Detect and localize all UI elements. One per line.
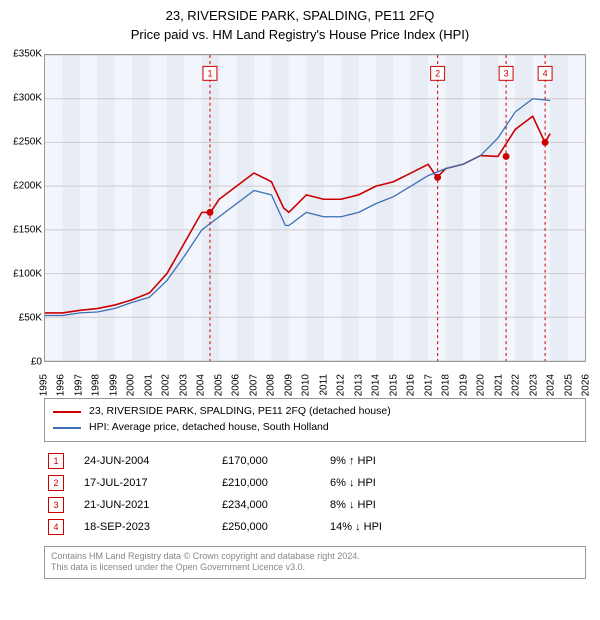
legend: 23, RIVERSIDE PARK, SPALDING, PE11 2FQ (… [44,398,586,442]
event-row: 4 18-SEP-2023£250,00014% ↓ HPI [44,516,586,538]
event-row: 1 24-JUN-2004£170,0009% ↑ HPI [44,450,586,472]
event-badge: 4 [48,519,64,535]
legend-swatch [53,427,81,429]
event-id-cell: 3 [44,494,80,516]
x-tick-label: 2003 [178,374,189,396]
svg-text:3: 3 [504,68,509,78]
event-badge: 2 [48,475,64,491]
event-badge: 1 [48,453,64,469]
legend-item: 23, RIVERSIDE PARK, SPALDING, PE11 2FQ (… [53,404,577,420]
x-tick-label: 2010 [301,374,312,396]
y-tick-label: £350K [2,49,42,60]
x-tick-label: 2000 [126,374,137,396]
x-tick-label: 2002 [161,374,172,396]
legend-swatch [53,411,81,413]
x-tick-label: 2011 [318,374,329,396]
x-tick-label: 1996 [56,374,67,396]
x-tick-label: 2006 [231,374,242,396]
attribution-line2: This data is licensed under the Open Gov… [51,562,579,574]
event-row: 3 21-JUN-2021£234,0008% ↓ HPI [44,494,586,516]
title-block: 23, RIVERSIDE PARK, SPALDING, PE11 2FQ P… [0,0,600,42]
x-tick-label: 2019 [458,374,469,396]
event-delta: 8% ↓ HPI [326,494,586,516]
event-price: £170,000 [218,450,326,472]
page-subtitle: Price paid vs. HM Land Registry's House … [0,27,600,42]
x-tick-label: 2005 [213,374,224,396]
x-tick-label: 2008 [266,374,277,396]
x-tick-label: 2007 [248,374,259,396]
attribution: Contains HM Land Registry data © Crown c… [44,546,586,579]
x-tick-label: 2015 [388,374,399,396]
x-tick-label: 2020 [476,374,487,396]
x-tick-label: 2009 [283,374,294,396]
y-tick-label: £300K [2,93,42,104]
legend-label: HPI: Average price, detached house, Sout… [89,420,329,436]
arrow-down-icon: ↓ [355,521,361,533]
page-address-title: 23, RIVERSIDE PARK, SPALDING, PE11 2FQ [0,8,600,23]
x-tick-label: 2014 [371,374,382,396]
event-delta: 6% ↓ HPI [326,472,586,494]
x-tick-label: 1999 [108,374,119,396]
y-tick-label: £200K [2,181,42,192]
svg-text:1: 1 [207,68,212,78]
chart-area: 1234 £0£50K£100K£150K£200K£250K£300K£350… [44,54,586,390]
event-date: 24-JUN-2004 [80,450,218,472]
arrow-down-icon: ↓ [349,477,355,489]
x-tick-label: 2022 [511,374,522,396]
event-id-cell: 2 [44,472,80,494]
x-tick-label: 2025 [563,374,574,396]
y-tick-label: £150K [2,225,42,236]
x-tick-label: 2016 [406,374,417,396]
chart-svg: 1 2 3 4 [45,55,585,361]
x-tick-label: 2024 [546,374,557,396]
legend-label: 23, RIVERSIDE PARK, SPALDING, PE11 2FQ (… [89,404,391,420]
event-date: 21-JUN-2021 [80,494,218,516]
x-tick-label: 2004 [196,374,207,396]
x-tick-label: 2021 [493,374,504,396]
event-badge: 3 [48,497,64,513]
arrow-down-icon: ↓ [349,499,355,511]
x-tick-label: 2026 [581,374,592,396]
event-id-cell: 4 [44,516,80,538]
x-tick-label: 2018 [441,374,452,396]
event-date: 17-JUL-2017 [80,472,218,494]
svg-text:4: 4 [543,68,548,78]
event-id-cell: 1 [44,450,80,472]
event-price: £234,000 [218,494,326,516]
event-delta: 9% ↑ HPI [326,450,586,472]
x-tick-label: 2013 [353,374,364,396]
x-tick-label: 2001 [143,374,154,396]
x-tick-label: 1997 [73,374,84,396]
event-price: £210,000 [218,472,326,494]
event-date: 18-SEP-2023 [80,516,218,538]
arrow-up-icon: ↑ [349,455,355,467]
chart-plot: 1 2 3 4 [44,54,586,362]
y-tick-label: £250K [2,137,42,148]
legend-item: HPI: Average price, detached house, Sout… [53,420,577,436]
y-tick-label: £100K [2,269,42,280]
x-tick-label: 2012 [336,374,347,396]
y-tick-label: £0 [2,357,42,368]
x-tick-label: 1995 [39,374,50,396]
event-delta: 14% ↓ HPI [326,516,586,538]
x-tick-label: 2023 [528,374,539,396]
x-tick-label: 1998 [91,374,102,396]
x-tick-label: 2017 [423,374,434,396]
events-table: 1 24-JUN-2004£170,0009% ↑ HPI 2 17-JUL-2017… [44,450,586,538]
y-tick-label: £50K [2,313,42,324]
event-price: £250,000 [218,516,326,538]
svg-text:2: 2 [435,68,440,78]
attribution-line1: Contains HM Land Registry data © Crown c… [51,551,579,563]
event-row: 2 17-JUL-2017£210,0006% ↓ HPI [44,472,586,494]
